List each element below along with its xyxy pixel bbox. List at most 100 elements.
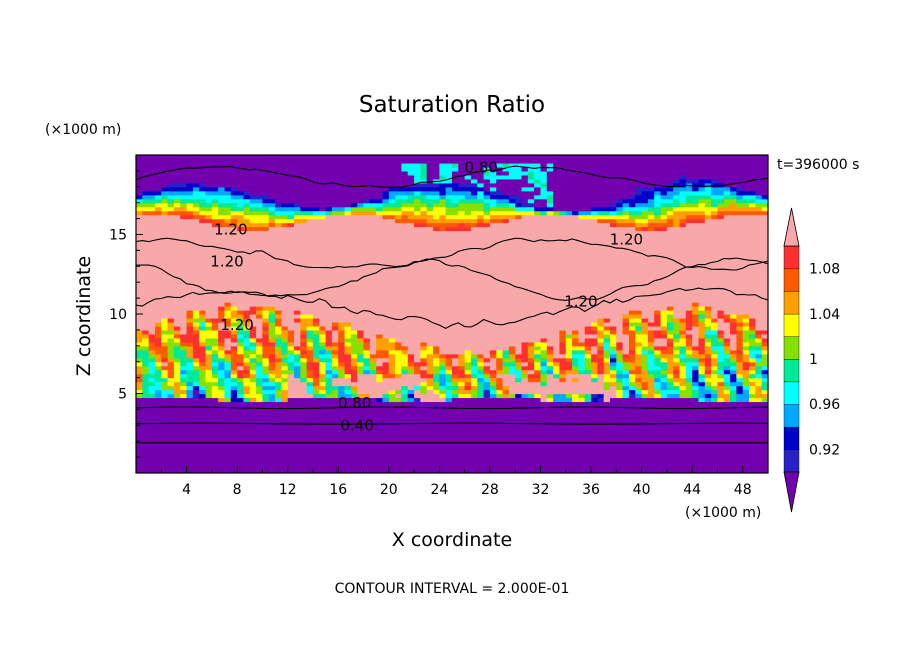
field-cell <box>458 310 466 315</box>
field-cell <box>218 302 226 307</box>
field-cell <box>414 465 421 470</box>
field-cell <box>382 178 390 184</box>
field-cell <box>344 190 352 196</box>
field-cell <box>287 345 295 351</box>
field-cell <box>136 329 143 335</box>
field-cell <box>262 302 270 307</box>
field-cell <box>338 190 346 196</box>
field-cell <box>173 465 181 470</box>
field-cell <box>199 190 207 196</box>
field-cell <box>325 214 333 220</box>
field-cell <box>420 262 428 267</box>
field-cell <box>369 246 377 252</box>
field-cell <box>218 155 226 160</box>
field-cell <box>496 409 504 414</box>
field-cell <box>502 250 510 255</box>
field-cell <box>199 353 207 359</box>
field-cell <box>243 246 251 252</box>
field-cell <box>319 158 327 164</box>
field-cell <box>268 258 276 263</box>
field-cell <box>142 194 150 200</box>
field-cell <box>142 162 150 168</box>
field-cell <box>477 317 485 323</box>
field-cell <box>136 449 143 454</box>
field-cell <box>407 393 415 399</box>
field-cell <box>136 202 143 208</box>
field-cell <box>477 186 485 192</box>
field-cell <box>350 226 358 232</box>
field-cell <box>477 226 485 232</box>
field-cell <box>388 325 396 331</box>
field-cell <box>268 385 276 391</box>
field-cell <box>186 349 194 355</box>
field-cell <box>414 373 421 379</box>
field-cell <box>458 258 466 263</box>
field-cell <box>294 214 301 220</box>
field-cell <box>344 449 352 454</box>
field-cell <box>376 329 384 335</box>
field-cell <box>268 298 276 303</box>
field-cell <box>205 325 213 331</box>
field-cell <box>325 417 333 422</box>
field-cell <box>338 337 346 343</box>
field-cell <box>452 337 459 343</box>
field-cell <box>205 222 213 228</box>
field-cell <box>420 234 428 240</box>
field-cell <box>256 329 263 335</box>
field-cell <box>249 429 257 434</box>
field-cell <box>508 377 516 383</box>
field-cell <box>230 186 238 192</box>
field-cell <box>350 294 358 299</box>
field-cell <box>167 226 175 232</box>
field-cell <box>237 258 245 263</box>
field-cell <box>464 453 472 458</box>
field-cell <box>489 214 497 220</box>
field-cell <box>420 206 428 212</box>
field-cell <box>237 194 245 200</box>
field-cell <box>211 278 219 283</box>
field-cell <box>420 158 428 164</box>
field-cell <box>470 306 478 311</box>
field-cell <box>350 453 358 458</box>
field-cell <box>167 210 175 216</box>
field-cell <box>433 345 440 351</box>
field-cell <box>420 198 428 204</box>
field-cell <box>186 266 194 271</box>
field-cell <box>508 302 516 307</box>
field-cell <box>167 357 175 363</box>
field-cell <box>186 365 194 371</box>
field-cell <box>306 222 314 228</box>
field-cell <box>464 226 472 232</box>
field-cell <box>344 337 352 343</box>
field-cell <box>363 254 371 259</box>
field-cell <box>249 333 257 339</box>
field-cell <box>294 286 301 291</box>
field-cell <box>338 417 346 422</box>
field-cell <box>515 329 523 335</box>
field-cell <box>388 206 396 212</box>
field-cell <box>300 306 308 311</box>
field-cell <box>154 238 162 244</box>
field-cell <box>319 353 327 359</box>
field-cell <box>262 258 270 263</box>
field-cell <box>464 369 472 375</box>
field-cell <box>458 465 466 470</box>
field-cell <box>300 341 308 347</box>
field-cell <box>414 317 421 323</box>
field-cell <box>148 425 156 430</box>
field-cell <box>331 341 339 347</box>
field-cell <box>136 433 143 438</box>
field-cell <box>243 262 251 267</box>
field-cell <box>186 373 194 379</box>
field-cell <box>338 294 346 299</box>
field-cell <box>142 246 150 252</box>
field-cell <box>287 453 295 458</box>
field-cell <box>281 369 289 375</box>
field-cell <box>199 282 207 287</box>
field-cell <box>338 341 346 347</box>
field-cell <box>180 222 188 228</box>
field-cell <box>477 278 485 283</box>
field-cell <box>306 182 314 188</box>
field-cell <box>287 457 295 462</box>
field-cell <box>262 341 270 347</box>
